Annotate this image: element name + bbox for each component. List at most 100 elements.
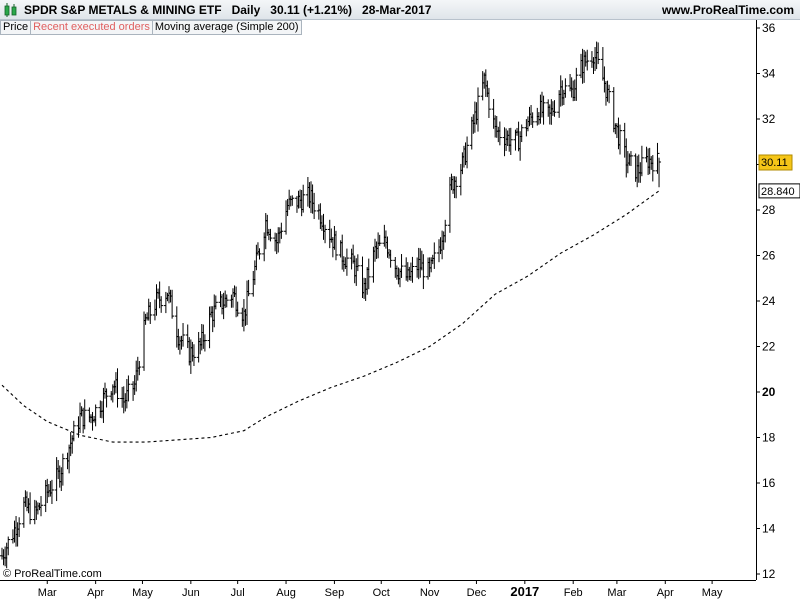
price-bar — [465, 136, 470, 169]
price-bar — [574, 67, 579, 101]
x-tick-label: May — [702, 587, 723, 599]
price-bar — [104, 388, 109, 408]
price-bar — [607, 84, 612, 104]
x-tick-label: Apr — [87, 587, 104, 599]
site-url[interactable]: www.ProRealTime.com — [661, 3, 794, 17]
price-bar — [39, 496, 44, 517]
price-bar — [213, 295, 218, 310]
price-bar — [585, 49, 590, 71]
last-price-tag — [758, 154, 793, 171]
price-bar — [552, 100, 557, 117]
price-bar — [563, 78, 568, 98]
price-bar — [17, 517, 22, 538]
price-bar — [224, 294, 229, 308]
legend-price[interactable]: Price — [0, 20, 32, 35]
chart-period: Daily — [231, 3, 261, 17]
copyright-notice: © ProRealTime.com — [3, 568, 102, 580]
price-bar — [6, 536, 11, 556]
last-price-label: 30.11 — [761, 157, 788, 169]
x-tick-label: Nov — [420, 587, 440, 599]
price-bar — [28, 492, 33, 525]
price-bar — [312, 192, 317, 220]
price-bar — [454, 176, 459, 199]
price-bar — [93, 404, 98, 427]
x-tick-label: Dec — [467, 587, 487, 599]
indicator-legend: Price Recent executed orders Moving aver… — [0, 20, 302, 35]
price-bar — [279, 222, 284, 239]
y-tick-label: 12 — [762, 567, 776, 581]
price-bar — [268, 228, 273, 242]
price-bar — [333, 230, 338, 261]
price-bar — [148, 302, 153, 324]
x-tick-label: Jun — [182, 587, 200, 599]
x-tick-label: 2017 — [510, 584, 539, 599]
price-bar — [410, 256, 415, 283]
price-bar — [159, 296, 164, 313]
x-tick-label: Aug — [276, 587, 296, 599]
moving-average-path — [1, 190, 660, 443]
price-bar — [246, 279, 251, 297]
price-bar — [191, 344, 196, 366]
price-tags: 30.11 28.840 — [758, 154, 800, 199]
x-tick-label: May — [132, 587, 153, 599]
instrument-name: SPDR S&P METALS & MINING ETF — [24, 3, 222, 17]
x-tick-label: Feb — [564, 587, 583, 599]
price-bars — [0, 41, 662, 569]
price-bar — [655, 142, 660, 174]
y-tick-label: 26 — [762, 249, 776, 263]
y-tick-label: 20 — [762, 385, 776, 399]
price-bar — [628, 151, 633, 167]
price-bar — [344, 248, 349, 276]
price-bar — [82, 399, 87, 430]
y-tick-label: 24 — [762, 294, 776, 308]
y-tick-label: 36 — [762, 21, 776, 35]
price-bar — [519, 124, 524, 143]
price-bar — [497, 121, 502, 146]
y-tick-label: 16 — [762, 476, 776, 490]
price-bar — [596, 42, 601, 65]
price-bar — [650, 155, 655, 182]
legend-moving-average[interactable]: Moving average (Simple 200) — [151, 20, 302, 35]
last-price: 30.11 (+1.21%) — [270, 3, 353, 17]
y-tick-label: 34 — [762, 67, 776, 81]
moving-average-line — [1, 190, 660, 443]
x-tick-label: Mar — [38, 587, 57, 599]
chart-title: SPDR S&P METALS & MINING ETF Daily 30.11… — [24, 3, 431, 17]
price-bar — [126, 375, 131, 402]
price-bar — [181, 323, 186, 347]
x-tick-label: Mar — [607, 587, 626, 599]
price-bar — [137, 361, 142, 376]
ma-value-tag — [758, 183, 800, 199]
price-bar — [530, 112, 535, 128]
x-tick-label: Apr — [657, 587, 674, 599]
price-bar — [366, 258, 371, 290]
price-bar — [301, 184, 306, 213]
price-bar — [658, 157, 662, 188]
legend-recent-orders[interactable]: Recent executed orders — [30, 20, 153, 35]
price-bar — [399, 254, 404, 278]
price-bar — [618, 124, 623, 155]
chart-title-bar: SPDR S&P METALS & MINING ETF Daily 30.11… — [0, 0, 800, 20]
price-bar — [235, 301, 240, 317]
x-tick-label: Sep — [325, 587, 345, 599]
price-bar — [290, 195, 295, 206]
price-bar — [355, 254, 360, 272]
x-tick-label: Oct — [373, 587, 390, 599]
y-tick-label: 28 — [762, 203, 776, 217]
price-bar — [377, 234, 382, 246]
price-bar — [421, 254, 426, 290]
price-bar — [541, 95, 546, 125]
y-tick-label: 14 — [762, 522, 776, 536]
price-bar — [49, 479, 54, 505]
ma-value-label: 28.840 — [761, 186, 795, 198]
price-bar — [432, 242, 437, 269]
price-bar — [202, 334, 207, 352]
price-bar — [388, 249, 393, 268]
y-tick-label: 22 — [762, 340, 776, 354]
y-tick-label: 18 — [762, 431, 776, 445]
price-bar — [323, 224, 328, 244]
price-bar — [60, 453, 65, 486]
y-tick-label: 32 — [762, 112, 776, 126]
price-bar — [257, 248, 262, 260]
